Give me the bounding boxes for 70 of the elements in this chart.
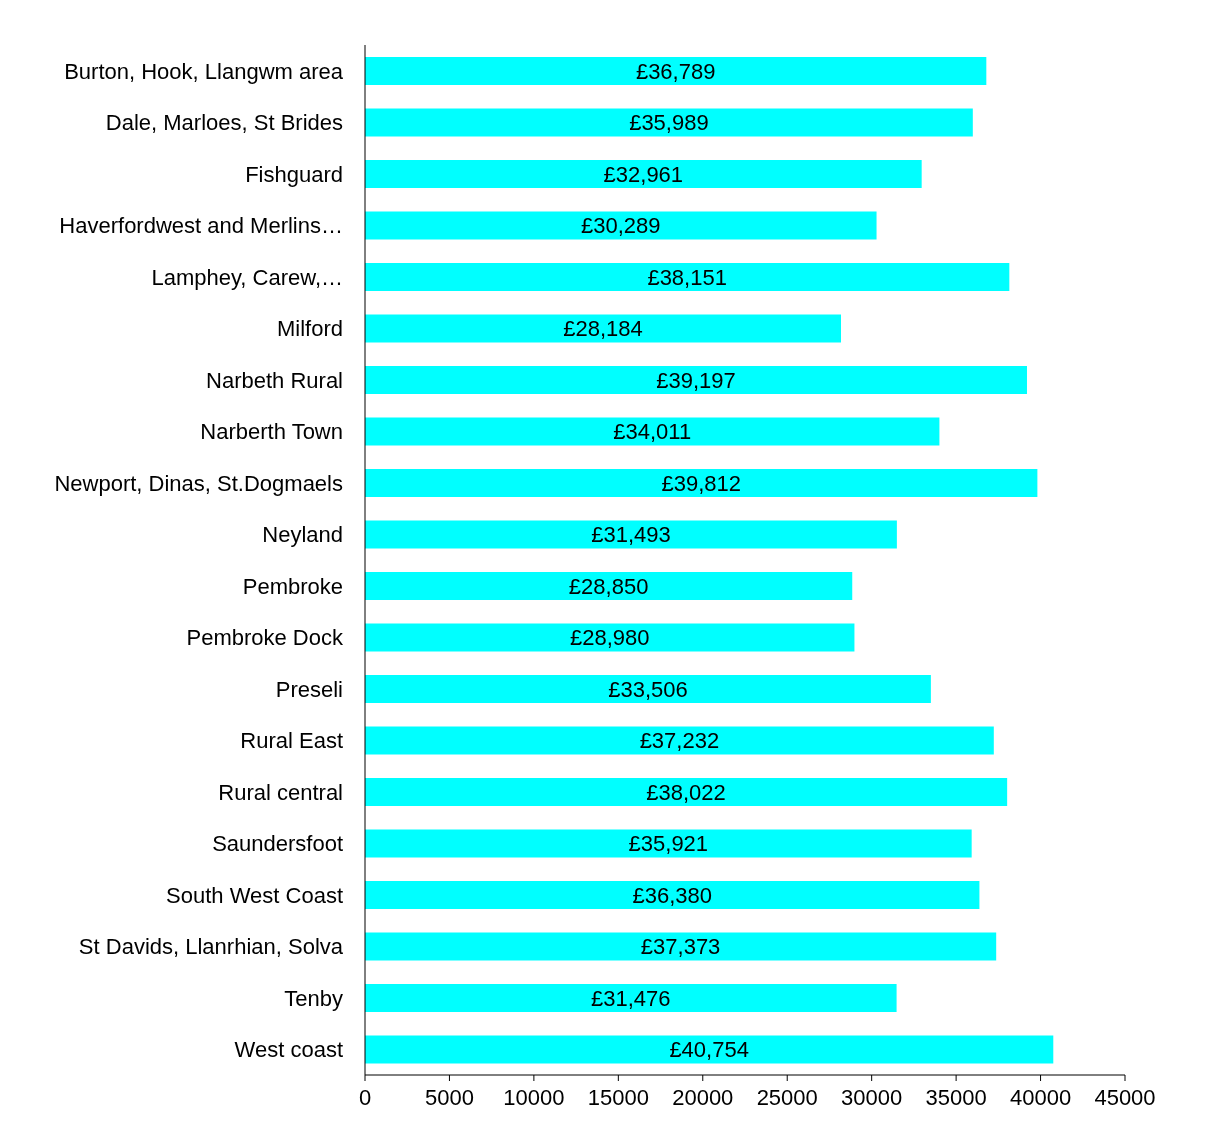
data-label: £38,151 — [647, 264, 727, 290]
y-tick-label: Burton, Hook, Llangwm area — [64, 58, 344, 84]
x-tick-label: 25000 — [756, 1084, 818, 1110]
bar — [365, 314, 841, 343]
y-tick-label: Pembroke Dock — [186, 625, 344, 651]
data-label: £30,289 — [581, 213, 661, 239]
bar — [365, 57, 987, 85]
bar — [365, 160, 922, 188]
bar — [365, 623, 855, 652]
bar — [365, 778, 1008, 806]
bar — [365, 1035, 1054, 1064]
y-tick-label: Saundersfoot — [212, 831, 343, 857]
bar — [365, 108, 973, 137]
y-tick-label: West coast — [234, 1037, 343, 1063]
data-label: £39,197 — [656, 367, 736, 393]
x-tick-label: 15000 — [587, 1084, 649, 1110]
bar — [365, 572, 853, 600]
y-tick-label: Fishguard — [245, 161, 343, 187]
data-label: £28,850 — [568, 573, 649, 599]
x-tick-label: 40000 — [1009, 1084, 1072, 1110]
x-tick-label: 0 — [358, 1084, 372, 1110]
bar — [365, 211, 877, 240]
data-label: £32,961 — [603, 161, 684, 187]
bar — [365, 829, 972, 858]
bar — [365, 932, 997, 961]
y-tick-label: Rural central — [218, 779, 343, 805]
y-tick-label: Lamphey, Carew,… — [151, 264, 343, 290]
y-tick-label: Pembroke — [242, 573, 343, 599]
data-label: £28,980 — [569, 625, 650, 651]
data-label: £33,506 — [608, 676, 688, 702]
x-tick-label: 30000 — [841, 1084, 903, 1110]
data-label: £40,754 — [669, 1037, 749, 1063]
bar — [365, 520, 897, 549]
x-tick-label: 20000 — [672, 1084, 734, 1110]
y-tick-label: St Davids, Llanrhian, Solva — [78, 934, 344, 960]
bar — [365, 726, 994, 755]
bar — [365, 984, 897, 1012]
data-label: £28,184 — [563, 316, 643, 342]
y-tick-label: Neyland — [262, 522, 343, 548]
bar — [365, 366, 1027, 394]
data-label: £36,789 — [635, 58, 716, 84]
y-tick-label: Rural East — [240, 728, 343, 754]
y-tick-label: Haverfordwest and Merlins… — [59, 213, 343, 239]
data-label: £38,022 — [646, 779, 726, 805]
x-tick-label: 10000 — [503, 1084, 565, 1110]
data-label: £39,812 — [661, 470, 741, 496]
bar — [365, 469, 1038, 497]
y-tick-label: Tenby — [284, 985, 343, 1011]
y-tick-label: South West Coast — [166, 882, 343, 908]
data-label: £37,373 — [640, 934, 721, 960]
y-tick-label: Dale, Marloes, St Brides — [105, 110, 343, 136]
x-tick-label: 35000 — [925, 1084, 987, 1110]
data-label: £36,380 — [632, 882, 712, 908]
data-label: £35,989 — [629, 110, 709, 136]
data-label: £31,493 — [591, 522, 671, 548]
x-tick-label: 5000 — [424, 1084, 474, 1110]
y-tick-label: Narberth Town — [200, 419, 343, 445]
y-tick-label: Narbeth Rural — [206, 367, 343, 393]
bar — [365, 263, 1010, 291]
bar — [365, 881, 980, 909]
bar — [365, 675, 931, 703]
data-label: £31,476 — [591, 985, 671, 1011]
data-label: £35,921 — [628, 831, 709, 857]
y-tick-label: Milford — [276, 316, 343, 342]
data-label: £34,011 — [613, 419, 692, 445]
y-tick-label: Newport, Dinas, St.Dogmaels — [54, 470, 343, 496]
data-label: £37,232 — [639, 728, 720, 754]
bar — [365, 417, 940, 446]
y-tick-label: Preseli — [275, 676, 343, 702]
x-tick-label: 45000 — [1094, 1084, 1156, 1110]
